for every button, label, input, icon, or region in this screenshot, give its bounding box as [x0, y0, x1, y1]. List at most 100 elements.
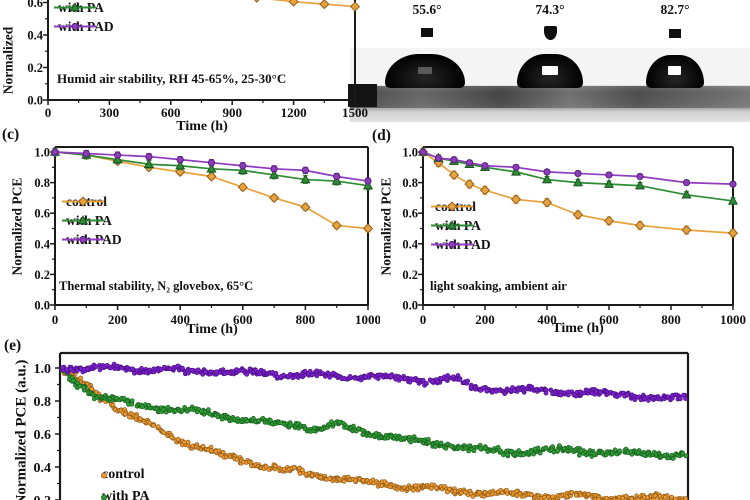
- panel-a-x-axis-label: Time (h): [176, 119, 228, 134]
- panel-label-e: (e): [4, 337, 22, 354]
- scatter-dot: [215, 414, 221, 420]
- water-droplet-control: [385, 54, 465, 88]
- tick-label: 0.0: [27, 94, 43, 108]
- scatter-dot: [683, 396, 688, 401]
- scatter-series-with-PA: [59, 365, 689, 461]
- tick-label: 0.0: [402, 299, 418, 313]
- legend-item-with-PA: with PA: [429, 216, 491, 235]
- scatter-dot: [203, 369, 208, 375]
- data-point: [603, 215, 615, 226]
- scatter-dot: [127, 414, 132, 420]
- scatter-dot: [251, 416, 256, 421]
- scatter-dot: [410, 487, 416, 493]
- scatter-dot: [175, 363, 181, 369]
- scatter-dot: [569, 489, 575, 495]
- dispenser-needle-icon: [421, 28, 433, 37]
- legend-dot: [101, 494, 107, 500]
- panel-d-light-soaking-chart: 0 200 400 600 800 1000 1.0 0.8 0.6 0.4 0.2 0.0: [402, 146, 746, 328]
- tick-label: 300: [100, 105, 120, 120]
- tick-label: 400: [537, 312, 557, 327]
- data-point: [269, 169, 280, 179]
- data-point: [362, 180, 374, 190]
- scatter-dot: [529, 492, 535, 498]
- scatter-dot: [671, 456, 676, 461]
- data-point: [362, 223, 374, 234]
- tick-label: 600: [599, 312, 619, 327]
- legend-marker-icon: [101, 472, 107, 478]
- scatter-dot: [181, 439, 187, 445]
- scatter-dot: [341, 479, 347, 484]
- scatter-dot: [531, 451, 536, 457]
- scatter-dot: [257, 371, 263, 377]
- tick-label: 1200: [281, 105, 307, 120]
- scatter-dot: [266, 467, 272, 472]
- series-with-PAD: [419, 148, 737, 188]
- legend-item-with-PAD: with PAD: [52, 17, 114, 36]
- scatter-dot: [471, 448, 477, 454]
- data-point: [727, 195, 739, 205]
- scatter-dot: [388, 374, 393, 379]
- panel-c-thermal-chart: 0 200 400 600 800 1000 1.0 0.8 0.6 0.4 0.2 0.0: [34, 146, 380, 328]
- panel-e-legend: control with PA: [96, 464, 150, 500]
- data-point: [206, 163, 217, 173]
- data-point: [254, 0, 260, 3]
- scatter-dot: [119, 365, 124, 371]
- scatter-dot: [641, 452, 647, 458]
- scatter-dot: [273, 371, 279, 376]
- scatter-dot: [329, 419, 334, 425]
- scatter-dot: [281, 372, 286, 378]
- scatter-dot: [470, 494, 476, 499]
- scatter-dot: [482, 445, 488, 451]
- tick-label: 0.2: [402, 268, 418, 282]
- data-point: [464, 179, 475, 190]
- scatter-dot: [555, 448, 560, 454]
- scatter-dot: [677, 396, 683, 401]
- tick-label: 1500: [342, 105, 368, 120]
- tick-label: 0.2: [34, 494, 52, 500]
- tick-label: 0.8: [402, 176, 418, 190]
- legend-marker-icon: [431, 240, 473, 249]
- scatter-dot: [160, 407, 166, 412]
- tick-label: 400: [170, 312, 190, 327]
- data-point: [237, 164, 248, 175]
- scatter-dot: [302, 368, 308, 374]
- panel-d-annotation: light soaking, ambient air: [430, 279, 567, 293]
- scatter-dot: [501, 452, 506, 458]
- data-point: [349, 1, 361, 12]
- panel-c-y-axis-label: Normalized PCE: [9, 177, 25, 276]
- panel-c-x-axis-label: Time (h): [186, 322, 238, 337]
- scatter-dot: [616, 392, 622, 398]
- series-with-PAD: [51, 148, 372, 185]
- scatter-dot: [356, 426, 361, 432]
- dispenser-needle-icon: [669, 29, 681, 38]
- tick-label: 0.8: [34, 176, 50, 190]
- scatter-dot: [327, 476, 333, 482]
- legend-item-with-PAD: with PAD: [60, 230, 122, 249]
- scatter-dot: [185, 439, 191, 445]
- scatter-dot: [207, 411, 213, 417]
- data-point: [331, 220, 342, 231]
- scatter-dot: [379, 483, 385, 489]
- tick-label: 0.2: [34, 268, 50, 282]
- scatter-dot: [129, 401, 135, 407]
- scatter-dot: [504, 487, 509, 493]
- scatter-dot: [151, 423, 156, 428]
- legend-item-control: control: [96, 464, 150, 486]
- legend-marker-icon: [431, 201, 473, 212]
- series-line: [270, 0, 356, 8]
- data-point: [572, 209, 584, 220]
- scatter-dot: [504, 452, 510, 458]
- data-point: [512, 163, 520, 171]
- scatter-dot: [413, 483, 418, 489]
- data-point: [682, 179, 691, 187]
- data-point: [634, 180, 646, 190]
- data-point: [541, 197, 553, 208]
- tick-label: 0.8: [34, 395, 52, 410]
- scatter-dot: [190, 443, 195, 449]
- panel-label-c: (c): [2, 126, 20, 143]
- data-point: [301, 166, 309, 174]
- scatter-dot: [200, 443, 206, 449]
- panel-d-y-axis-label: Normalized PCE: [378, 177, 394, 276]
- data-point: [51, 148, 59, 156]
